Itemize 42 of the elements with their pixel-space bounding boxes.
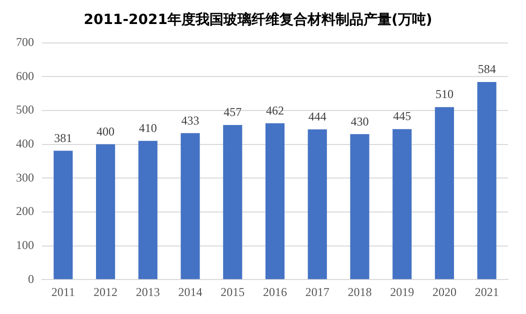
y-tick-label: 500 <box>16 102 34 117</box>
data-label: 381 <box>54 130 72 145</box>
x-tick-label: 2015 <box>220 284 245 299</box>
data-label: 433 <box>181 113 200 128</box>
x-tick-label: 2012 <box>94 284 118 299</box>
y-tick-label: 100 <box>16 238 34 252</box>
x-tick-label: 2020 <box>432 284 456 299</box>
x-tick-label: 2016 <box>263 284 287 299</box>
y-tick-label: 600 <box>16 68 34 83</box>
y-tick-label: 400 <box>16 136 34 150</box>
bar <box>392 129 412 280</box>
x-tick-label: 2018 <box>348 284 372 299</box>
data-label: 410 <box>138 121 157 136</box>
bar <box>96 144 116 280</box>
x-tick-label: 2013 <box>136 284 160 299</box>
data-label: 444 <box>308 110 326 124</box>
x-tick-label: 2017 <box>305 284 330 299</box>
bar <box>54 150 73 280</box>
data-label: 584 <box>478 62 496 76</box>
data-label: 462 <box>266 103 284 118</box>
data-label: 430 <box>350 114 369 128</box>
y-tick-label: 300 <box>16 170 34 184</box>
y-tick-label: 0 <box>28 272 34 286</box>
bar <box>223 125 242 280</box>
bar <box>434 107 454 280</box>
x-tick-label: 2019 <box>390 284 414 299</box>
data-label: 510 <box>435 87 454 102</box>
bar <box>180 133 200 280</box>
bar <box>138 140 158 280</box>
chart-title: 2011-2021年度我国玻璃纤维复合材料制品产量(万吨) <box>84 11 432 28</box>
x-tick-label: 2011 <box>51 284 75 299</box>
bar <box>265 123 285 280</box>
x-tick-label: 2014 <box>178 284 202 299</box>
x-tick-label: 2021 <box>474 284 499 299</box>
y-tick-label: 200 <box>16 204 34 218</box>
data-label: 445 <box>393 109 412 124</box>
data-label: 457 <box>224 105 242 120</box>
bar <box>477 82 496 280</box>
bar <box>308 129 327 280</box>
data-label: 400 <box>96 124 115 138</box>
bar <box>350 134 370 280</box>
y-tick-label: 700 <box>16 34 34 49</box>
